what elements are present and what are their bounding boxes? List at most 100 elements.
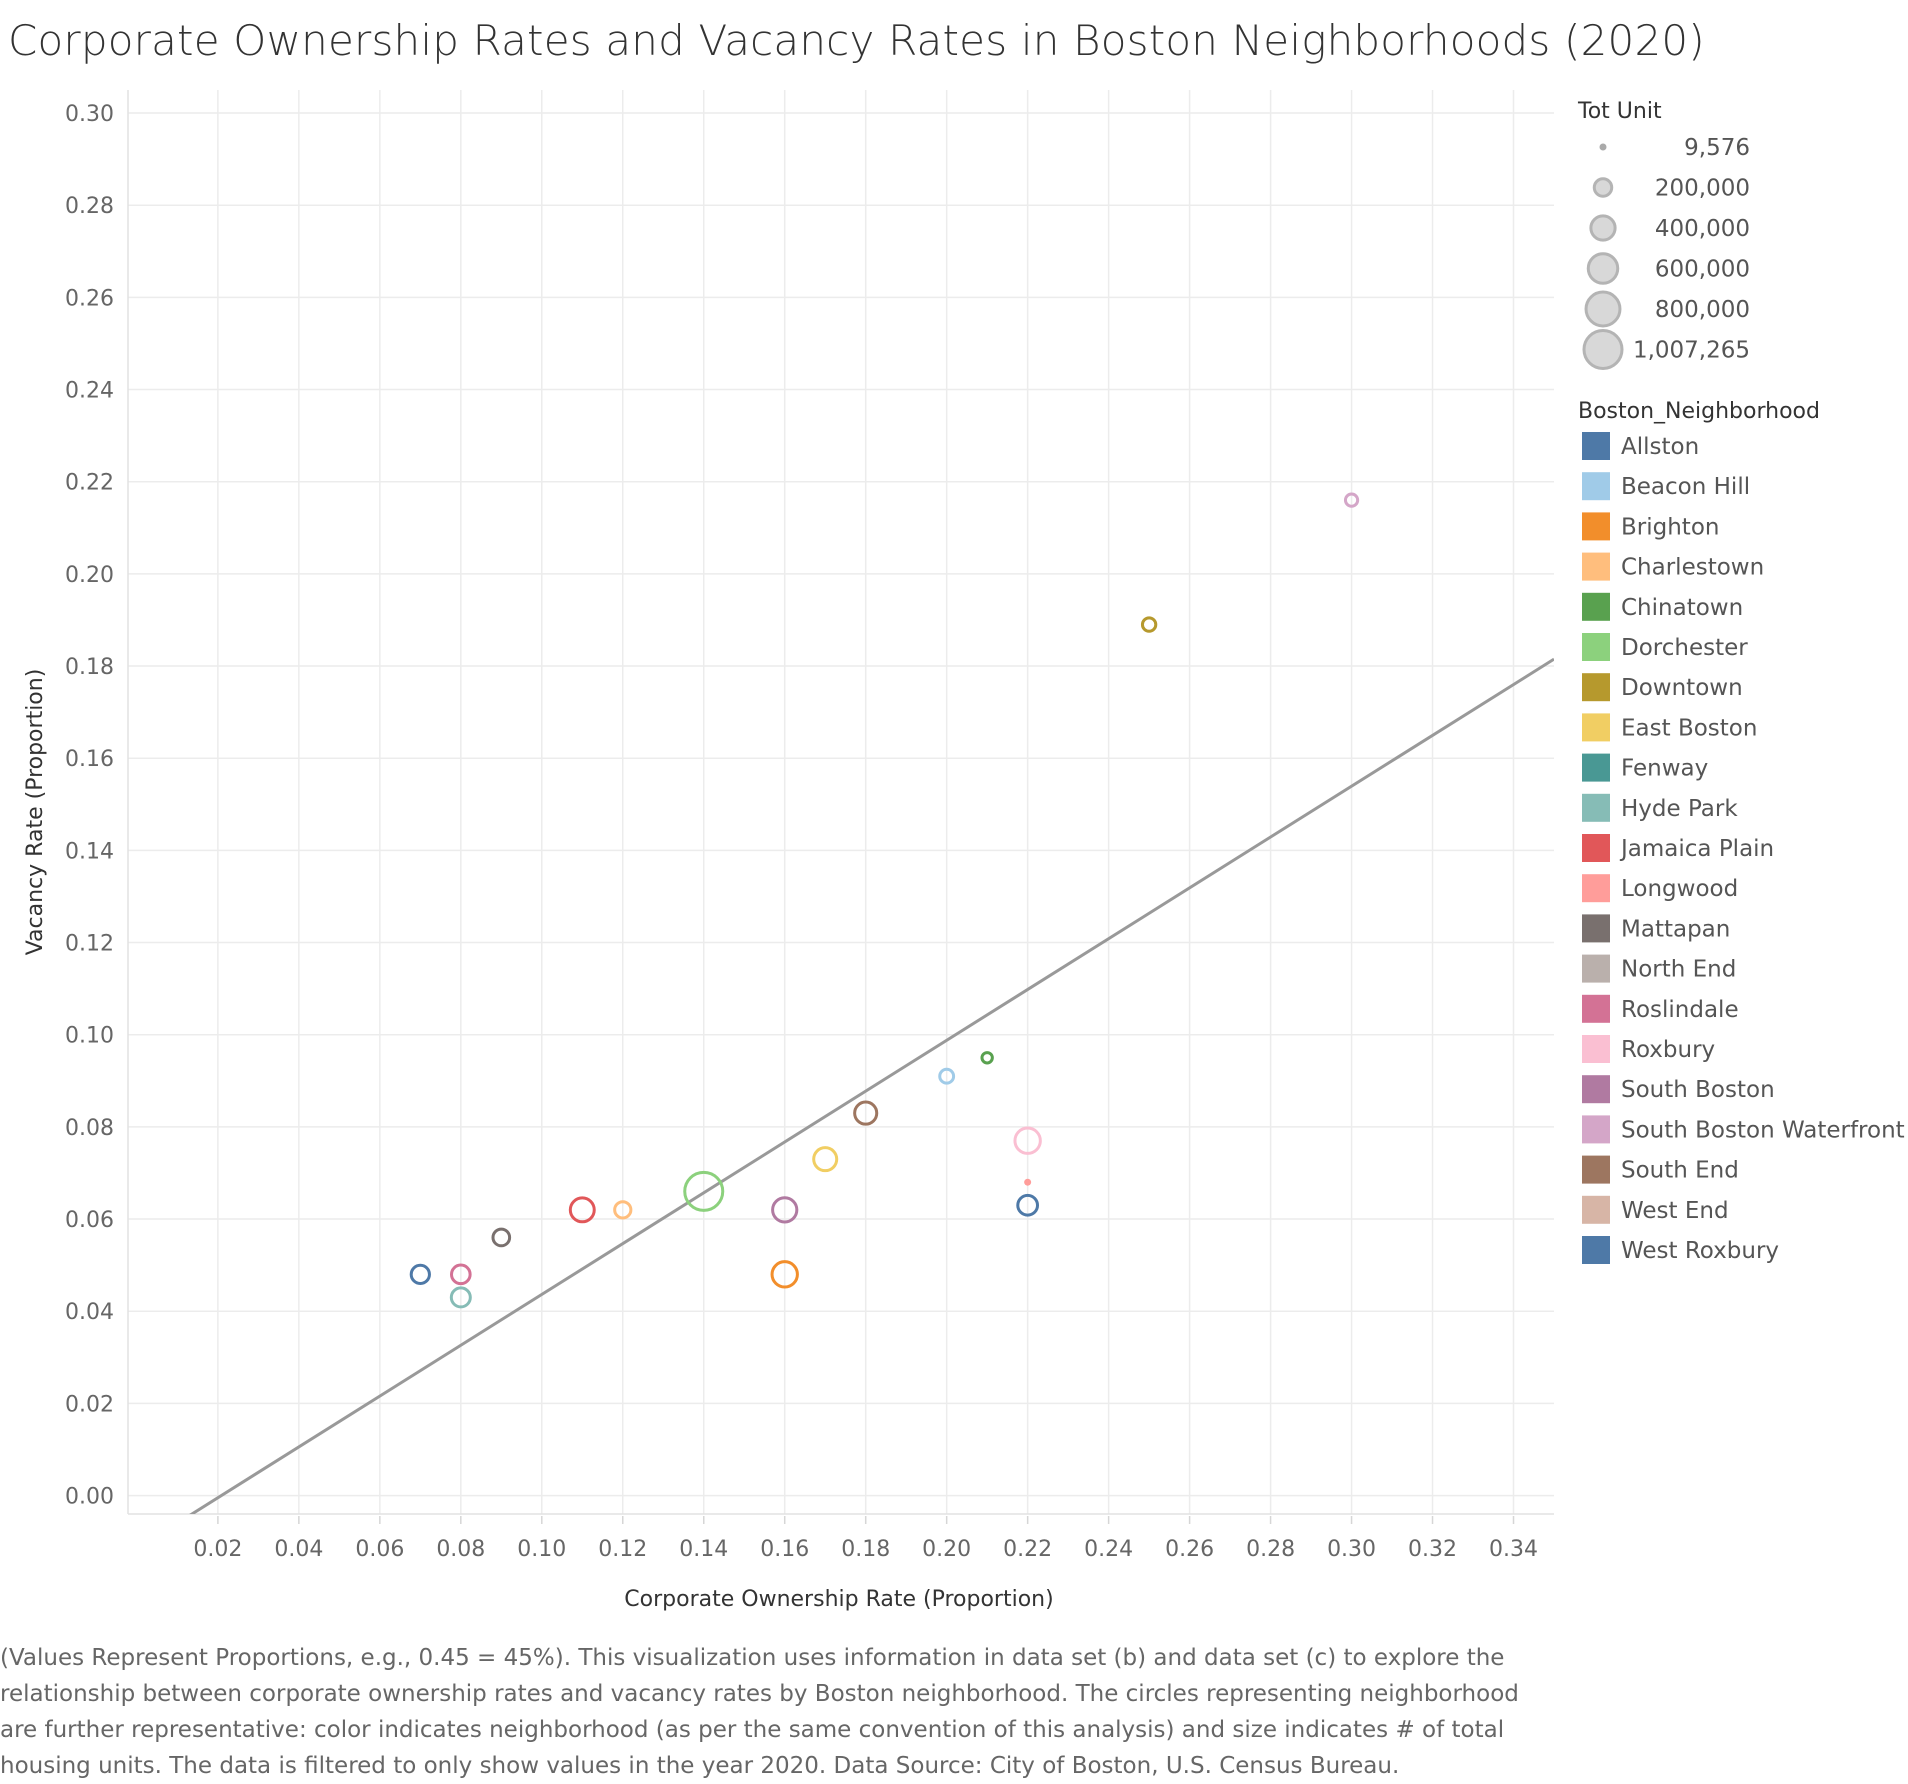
color-legend-swatch — [1582, 874, 1610, 903]
x-tick-label: 0.18 — [841, 1537, 890, 1562]
size-legend-marker — [1584, 290, 1622, 328]
y-tick-label: 0.16 — [65, 747, 114, 772]
color-legend-label: Jamaica Plain — [1619, 836, 1774, 862]
point-hyde-park — [449, 1286, 472, 1309]
color-legend-label: South Boston — [1621, 1077, 1775, 1103]
x-axis-title: Corporate Ownership Rate (Proportion) — [624, 1587, 1053, 1612]
size-legend-label: 600,000 — [1655, 257, 1750, 283]
color-legend-swatch — [1582, 1035, 1610, 1063]
trend-line — [189, 657, 1554, 1514]
color-legend-label: Mattapan — [1621, 916, 1730, 942]
color-legend-label: Roxbury — [1621, 1037, 1715, 1063]
color-legend-swatch — [1582, 592, 1610, 621]
color-legend-label: Allston — [1621, 434, 1699, 460]
point-allston — [409, 1263, 431, 1285]
y-tick-label: 0.14 — [65, 839, 114, 864]
color-legend-label: Beacon Hill — [1621, 474, 1750, 500]
y-tick-label: 0.00 — [65, 1485, 114, 1510]
x-tick-label: 0.08 — [436, 1537, 485, 1562]
x-tick-label: 0.12 — [598, 1537, 647, 1562]
x-tick-label: 0.28 — [1246, 1537, 1295, 1562]
y-axis-title: Vacancy Rate (Proportion) — [23, 669, 48, 956]
point-brighton — [770, 1260, 799, 1289]
point-longwood — [1024, 1178, 1032, 1186]
y-tick-label: 0.20 — [65, 563, 114, 588]
grid — [128, 90, 1554, 1514]
color-legend-swatch — [1582, 1075, 1610, 1104]
color-legend-label: North End — [1621, 957, 1736, 983]
point-roxbury — [1013, 1126, 1042, 1155]
y-tick-label: 0.10 — [65, 1024, 114, 1049]
x-tick-label: 0.26 — [1165, 1537, 1214, 1562]
color-legend-label: South End — [1621, 1158, 1739, 1184]
color-legend-label: West Roxbury — [1621, 1238, 1779, 1264]
color-legend-swatch — [1582, 994, 1610, 1023]
color-legend-label: Brighton — [1621, 514, 1719, 540]
color-legend-label: South Boston Waterfront — [1621, 1117, 1905, 1143]
x-tick-label: 0.04 — [274, 1537, 323, 1562]
x-tick-label: 0.24 — [1084, 1537, 1133, 1562]
color-legend-swatch — [1582, 472, 1610, 501]
size-legend-marker — [1599, 143, 1607, 151]
color-legend-label: Roslindale — [1621, 997, 1739, 1023]
point-charlestown — [613, 1200, 633, 1220]
size-legend-label: 1,007,265 — [1633, 338, 1750, 364]
color-legend-label: Dorchester — [1621, 635, 1748, 661]
x-tick-label: 0.06 — [355, 1537, 404, 1562]
x-tick-label: 0.14 — [679, 1537, 728, 1562]
data-points — [409, 492, 1360, 1309]
legend: Tot Unit 9,576 200,000 400,000 600,000 800,00… — [1577, 99, 1905, 1264]
color-legend-swatch — [1582, 552, 1610, 581]
color-legend-label: West End — [1621, 1198, 1729, 1224]
color-legend-swatch — [1582, 914, 1610, 943]
color-legend-title: Boston_Neighborhood — [1578, 399, 1820, 424]
size-legend-marker — [1589, 214, 1617, 242]
point-south-end — [853, 1100, 879, 1126]
color-legend-swatch — [1582, 1115, 1610, 1144]
color-legend-label: Charlestown — [1621, 555, 1764, 581]
size-legend-label: 9,576 — [1684, 135, 1750, 161]
point-downtown — [1140, 616, 1158, 633]
x-tick-label: 0.10 — [517, 1537, 566, 1562]
x-tick-label: 0.30 — [1327, 1537, 1376, 1562]
color-legend-label: Downtown — [1621, 675, 1743, 701]
color-legend-swatch — [1582, 753, 1610, 782]
point-south-boston-waterfront — [1343, 492, 1360, 508]
color-legend-swatch — [1582, 633, 1610, 661]
color-legend-swatch — [1582, 1195, 1610, 1224]
x-tick-label: 0.34 — [1489, 1537, 1538, 1562]
size-legend-marker — [1592, 177, 1614, 198]
y-tick-label: 0.28 — [65, 194, 114, 219]
point-dorchester — [683, 1170, 725, 1212]
color-legend-label: Longwood — [1621, 876, 1738, 902]
point-west-roxbury — [1016, 1193, 1040, 1217]
color-legend-swatch — [1582, 673, 1610, 702]
x-tick-label: 0.22 — [1003, 1537, 1052, 1562]
x-tick-label: 0.32 — [1408, 1537, 1457, 1562]
x-tick-label: 0.16 — [760, 1537, 809, 1562]
chart-title: Corporate Ownership Rates and Vacancy Ra… — [8, 16, 1705, 65]
y-tick-label: 0.04 — [65, 1300, 114, 1325]
color-legend-swatch — [1582, 793, 1610, 822]
color-legend-swatch — [1582, 432, 1610, 460]
y-tick-label: 0.02 — [65, 1392, 114, 1417]
point-east-boston — [812, 1146, 839, 1173]
color-legend-swatch — [1582, 954, 1610, 983]
size-legend-title: Tot Unit — [1577, 99, 1662, 124]
y-tick-label: 0.12 — [65, 932, 114, 957]
size-legend-label: 800,000 — [1655, 297, 1750, 323]
point-beacon-hill — [938, 1067, 956, 1085]
point-jamaica-plain — [568, 1196, 596, 1224]
y-tick-label: 0.18 — [65, 655, 114, 680]
axes: 0.02 0.04 0.06 0.08 0.10 0.12 0.14 0.16 0.18 0.20… — [23, 90, 1554, 1612]
color-legend-label: Chinatown — [1621, 595, 1743, 621]
chart-caption: (Values Represent Proportions, e.g., 0.4… — [0, 1645, 1519, 1779]
point-chinatown — [980, 1051, 994, 1065]
size-legend-label: 400,000 — [1655, 216, 1750, 242]
size-legend-marker — [1586, 252, 1620, 285]
color-legend-swatch — [1582, 512, 1610, 541]
x-tick-label: 0.20 — [922, 1537, 971, 1562]
y-tick-label: 0.30 — [65, 102, 114, 127]
size-legend-marker — [1582, 329, 1624, 370]
y-tick-label: 0.06 — [65, 1208, 114, 1233]
